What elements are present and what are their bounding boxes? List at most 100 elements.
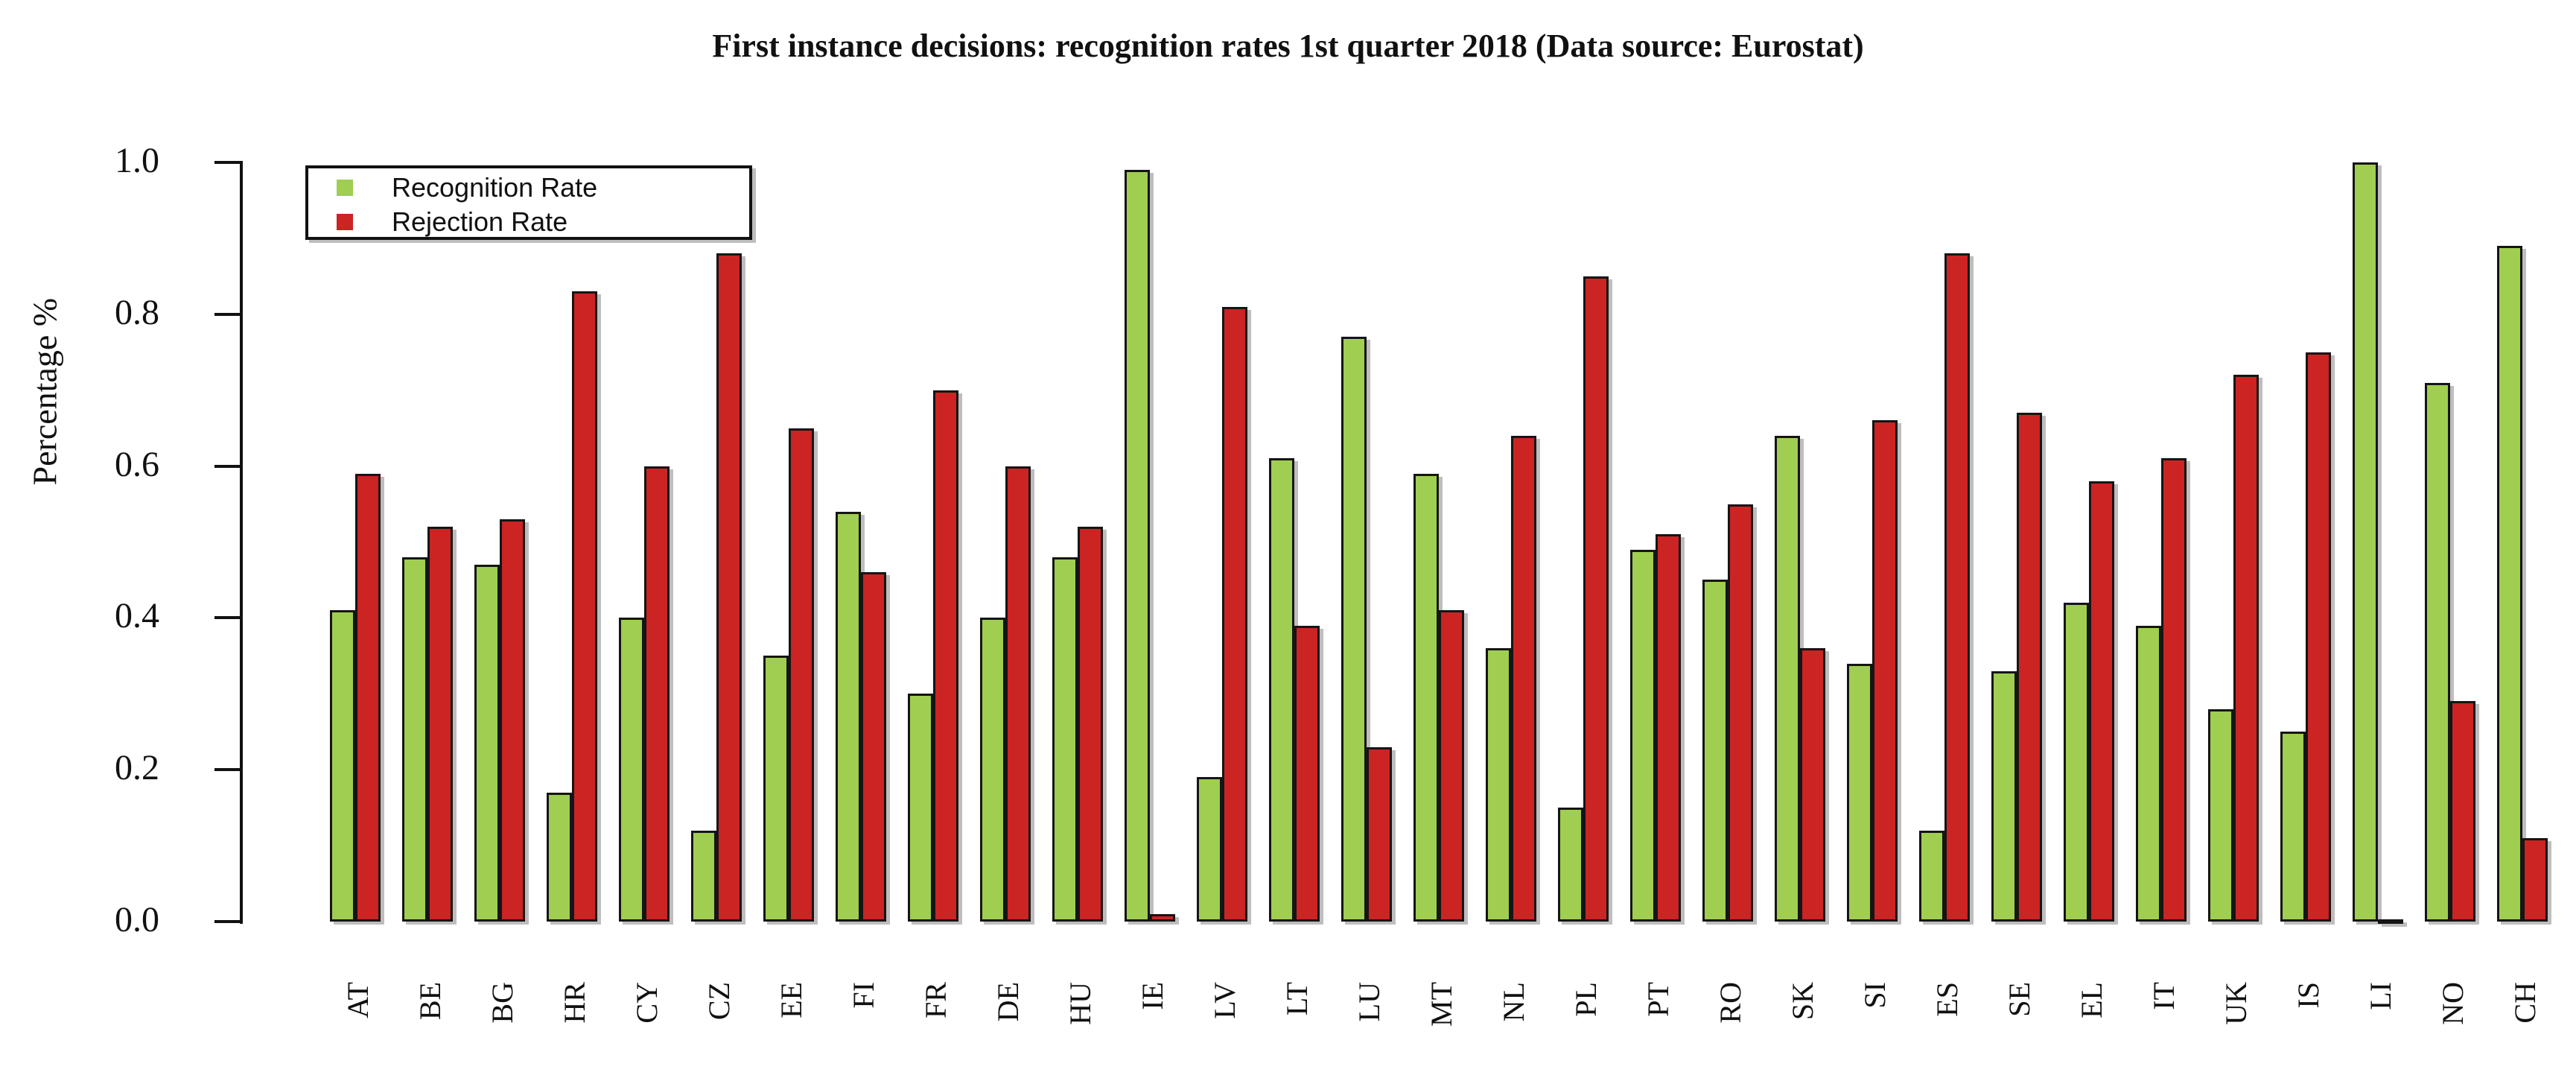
x-label-mt: MT	[1425, 982, 1458, 1027]
x-label-ro: RO	[1714, 982, 1747, 1024]
y-tick-0.4	[214, 616, 241, 620]
bar-rejection-is	[2306, 352, 2331, 922]
legend: Recognition Rate Rejection Rate	[305, 165, 752, 240]
x-label-si: SI	[1858, 982, 1892, 1009]
x-label-hu: HU	[1063, 982, 1097, 1025]
x-label-de: DE	[991, 982, 1025, 1022]
y-axis-line	[240, 161, 243, 924]
y-tick-label-0.2: 0.2	[115, 748, 159, 788]
x-label-hr: HR	[558, 982, 591, 1024]
x-label-cz: CZ	[702, 982, 736, 1021]
bar-rejection-bg	[500, 519, 525, 922]
bar-recognition-fr	[908, 694, 933, 922]
x-label-lt: LT	[1280, 982, 1314, 1016]
x-label-lv: LV	[1208, 982, 1241, 1019]
bar-recognition-uk	[2208, 709, 2233, 922]
bar-rejection-cz	[716, 253, 742, 922]
y-tick-0.6	[214, 464, 241, 468]
x-label-pt: PT	[1641, 982, 1675, 1017]
bar-rejection-it	[2161, 458, 2187, 922]
bar-rejection-es	[1944, 253, 1970, 922]
bar-recognition-mt	[1413, 474, 1439, 922]
bar-recognition-fi	[836, 512, 861, 922]
bar-recognition-li	[2353, 162, 2378, 922]
bar-recognition-el	[2064, 603, 2089, 922]
bar-rejection-fi	[861, 572, 886, 922]
bar-rejection-fr	[933, 390, 958, 922]
bar-recognition-ro	[1702, 580, 1728, 922]
bar-recognition-at	[330, 610, 355, 922]
bar-rejection-el	[2089, 481, 2114, 922]
bar-rejection-nl	[1511, 436, 1536, 922]
bar-rejection-be	[427, 527, 453, 922]
bar-rejection-ro	[1728, 504, 1753, 922]
y-tick-0.0	[214, 920, 241, 923]
x-label-pl: PL	[1569, 982, 1603, 1017]
bar-recognition-hu	[1052, 557, 1078, 922]
bar-rejection-ch	[2522, 838, 2548, 922]
bar-recognition-pl	[1558, 808, 1583, 922]
y-tick-0.2	[214, 768, 241, 772]
x-label-it: IT	[2147, 982, 2181, 1010]
bar-recognition-ie	[1125, 170, 1150, 922]
x-label-bg: BG	[486, 982, 519, 1024]
y-tick-label-0.4: 0.4	[115, 596, 159, 636]
chart-title: First instance decisions: recognition ra…	[712, 28, 1864, 64]
x-label-no: NO	[2436, 982, 2470, 1025]
x-label-el: EL	[2075, 982, 2108, 1018]
bar-recognition-pt	[1630, 550, 1656, 922]
x-label-li: LI	[2364, 982, 2397, 1010]
bar-rejection-si	[1872, 420, 1898, 922]
bar-recognition-ch	[2497, 246, 2522, 922]
bar-recognition-bg	[474, 565, 500, 922]
y-tick-0.8	[214, 312, 241, 316]
recognition-swatch-icon	[337, 180, 353, 196]
x-label-is: IS	[2292, 982, 2325, 1009]
y-tick-label-1.0: 1.0	[115, 141, 159, 180]
bar-rejection-li	[2378, 919, 2403, 924]
bar-recognition-ee	[763, 656, 789, 922]
bar-rejection-uk	[2233, 375, 2259, 922]
rejection-swatch-icon	[337, 214, 353, 230]
bar-rejection-pl	[1583, 276, 1609, 922]
bar-rejection-ee	[789, 428, 814, 922]
bar-rejection-mt	[1439, 610, 1464, 922]
legend-item-recognition: Recognition Rate	[337, 171, 749, 204]
bar-recognition-lv	[1197, 777, 1222, 922]
bar-rejection-no	[2450, 701, 2475, 922]
legend-label-recognition: Recognition Rate	[392, 172, 598, 203]
bar-rejection-lv	[1222, 307, 1247, 922]
legend-label-rejection: Rejection Rate	[392, 206, 568, 237]
bar-recognition-se	[1991, 671, 2017, 922]
bar-recognition-lu	[1341, 337, 1367, 922]
legend-item-rejection: Rejection Rate	[337, 206, 749, 238]
y-tick-1.0	[214, 161, 241, 164]
x-label-at: AT	[341, 982, 375, 1018]
x-label-ie: IE	[1136, 982, 1169, 1010]
bar-rejection-hu	[1078, 527, 1103, 922]
bar-recognition-is	[2280, 732, 2306, 922]
x-label-fr: FR	[919, 982, 953, 1018]
bar-recognition-it	[2136, 626, 2161, 922]
bar-recognition-si	[1847, 664, 1872, 922]
bar-recognition-cy	[619, 618, 644, 922]
bar-rejection-lt	[1294, 626, 1320, 922]
bar-rejection-hr	[572, 291, 597, 922]
x-label-fi: FI	[847, 982, 880, 1009]
bar-rejection-cy	[644, 466, 670, 922]
x-label-es: ES	[1930, 982, 1964, 1017]
bar-rejection-ie	[1150, 914, 1175, 922]
x-label-ee: EE	[775, 982, 808, 1018]
x-label-sk: SK	[1786, 982, 1819, 1021]
bar-recognition-lt	[1269, 458, 1294, 922]
x-label-nl: NL	[1497, 982, 1530, 1022]
x-label-uk: UK	[2219, 982, 2253, 1025]
x-label-ch: CH	[2508, 982, 2542, 1024]
x-label-lu: LU	[1352, 982, 1386, 1022]
bar-rejection-at	[355, 474, 381, 922]
bar-recognition-de	[980, 618, 1005, 922]
bar-rejection-sk	[1800, 648, 1825, 922]
bar-recognition-sk	[1775, 436, 1800, 922]
bar-rejection-lu	[1367, 747, 1392, 922]
